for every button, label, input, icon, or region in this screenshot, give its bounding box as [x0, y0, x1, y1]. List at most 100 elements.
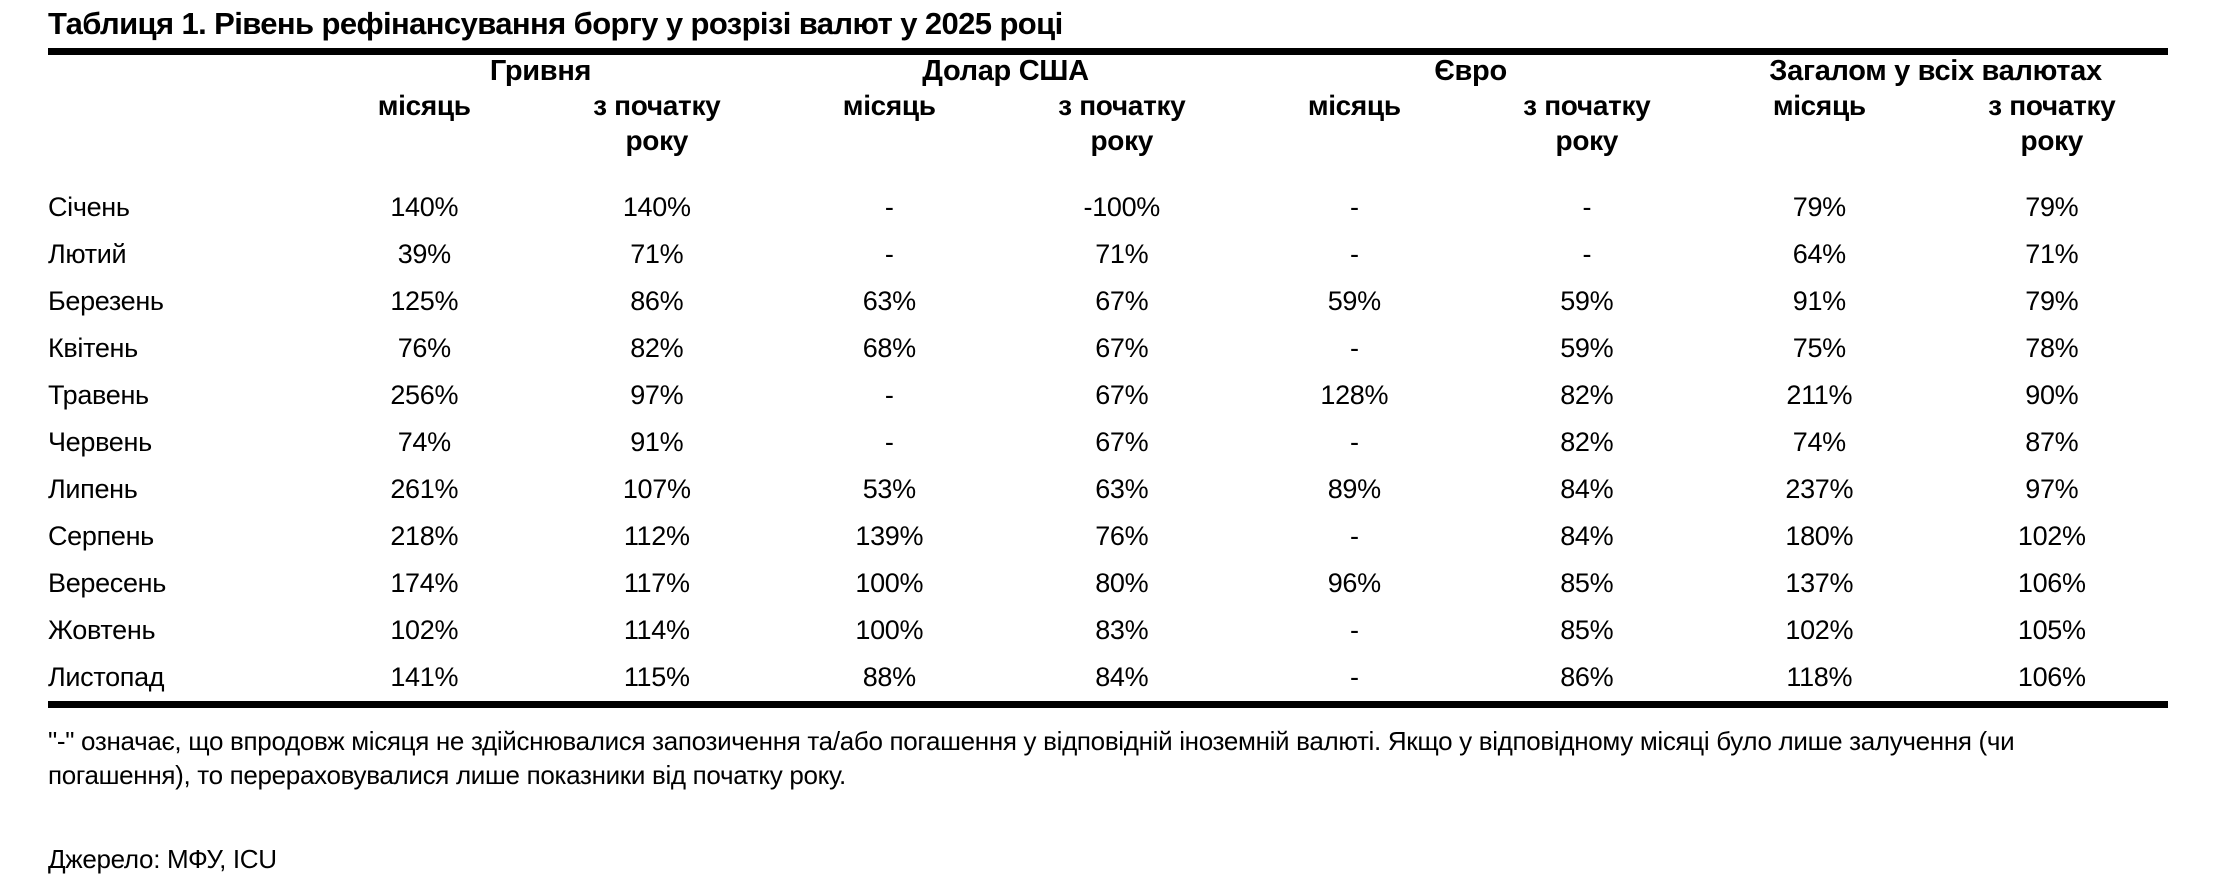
value-cell: - — [1349, 333, 1359, 363]
value-cell: 78% — [2025, 333, 2079, 363]
value-cell: -100% — [1083, 192, 1161, 222]
value-cell: 237% — [1785, 474, 1854, 504]
subheader-hryvnia-month: місяць — [377, 90, 471, 121]
month-cell: Лютий — [48, 239, 127, 269]
group-header-hryvnia: Гривня — [489, 55, 592, 87]
value-cell: 39% — [397, 239, 451, 269]
footnote: "-" означає, що впродовж місяця не здійс… — [48, 726, 2015, 790]
value-cell: 79% — [1792, 192, 1846, 222]
value-cell: 63% — [862, 286, 916, 316]
value-cell: 68% — [862, 333, 916, 363]
value-cell: 53% — [862, 474, 916, 504]
value-cell: 100% — [855, 568, 924, 598]
table-row: Березень 125% 86% 63% 67% 59% 59% 91% 79% — [48, 278, 2168, 325]
value-cell: 59% — [1560, 333, 1614, 363]
value-cell: - — [884, 427, 894, 457]
subheader-usd-month: місяць — [842, 90, 936, 121]
value-cell: 107% — [622, 474, 691, 504]
value-cell: - — [884, 192, 894, 222]
value-cell: 59% — [1560, 286, 1614, 316]
value-cell: 118% — [1786, 662, 1853, 692]
value-cell: 115% — [623, 662, 690, 692]
value-cell: 141% — [390, 662, 459, 692]
value-cell: 114% — [623, 615, 690, 645]
subheader-hryvnia-ytd: з початку року — [593, 90, 721, 156]
page-title: Таблиця 1. Рівень рефінансування боргу у… — [48, 6, 1063, 41]
value-cell: 102% — [2017, 521, 2086, 551]
value-cell: 84% — [1095, 662, 1149, 692]
value-cell: 140% — [390, 192, 459, 222]
table-row: Жовтень 102% 114% 100% 83% - 85% 102% 105% — [48, 607, 2168, 654]
table-row: Вересень 174% 117% 100% 80% 96% 85% 137% 106% — [48, 560, 2168, 607]
value-cell: 97% — [630, 380, 684, 410]
value-cell: 59% — [1327, 286, 1381, 316]
subheader-euro-ytd: з початку року — [1523, 90, 1651, 156]
value-cell: 64% — [1792, 239, 1846, 269]
value-cell: - — [1582, 192, 1592, 222]
table-row: Червень 74% 91% - 67% - 82% 74% 87% — [48, 419, 2168, 466]
value-cell: 85% — [1560, 568, 1614, 598]
value-cell: 211% — [1786, 380, 1853, 410]
table-row: Травень 256% 97% - 67% 128% 82% 211% 90% — [48, 372, 2168, 419]
value-cell: 140% — [622, 192, 691, 222]
subheader-total-month: місяць — [1772, 90, 1866, 121]
table-row: Квітень 76% 82% 68% 67% - 59% 75% 78% — [48, 325, 2168, 372]
value-cell: - — [1349, 615, 1359, 645]
value-cell: 85% — [1560, 615, 1614, 645]
value-cell: 79% — [2025, 286, 2079, 316]
value-cell: 86% — [630, 286, 684, 316]
value-cell: 74% — [397, 427, 451, 457]
value-cell: 89% — [1327, 474, 1381, 504]
table-row: Серпень 218% 112% 139% 76% - 84% 180% 102% — [48, 513, 2168, 560]
value-cell: - — [1349, 192, 1359, 222]
subheader-euro-month: місяць — [1307, 90, 1401, 121]
table-row: Лютий 39% 71% - 71% - - 64% 71% — [48, 231, 2168, 278]
value-cell: 83% — [1095, 615, 1149, 645]
sub-header-row: місяць з початку року місяць з початку р… — [48, 88, 2168, 184]
table-row: Січень 140% 140% - -100% - - 79% 79% — [48, 184, 2168, 231]
value-cell: 128% — [1320, 380, 1389, 410]
value-cell: - — [1582, 239, 1592, 269]
value-cell: 71% — [630, 239, 684, 269]
value-cell: 100% — [855, 615, 924, 645]
month-cell: Березень — [48, 286, 164, 316]
value-cell: 80% — [1095, 568, 1149, 598]
value-cell: 86% — [1560, 662, 1614, 692]
value-cell: 67% — [1095, 286, 1149, 316]
value-cell: - — [1349, 239, 1359, 269]
month-cell: Серпень — [48, 521, 154, 551]
value-cell: 84% — [1560, 474, 1614, 504]
group-header-total: Загалом у всіх валютах — [1769, 55, 2102, 87]
value-cell: 87% — [2025, 427, 2079, 457]
month-cell: Травень — [48, 380, 149, 410]
value-cell: 74% — [1792, 427, 1846, 457]
value-cell: 67% — [1095, 427, 1149, 457]
value-cell: 218% — [390, 521, 459, 551]
value-cell: 76% — [397, 333, 451, 363]
corner-cell — [48, 52, 308, 89]
table-row: Липень 261% 107% 53% 63% 89% 84% 237% 97% — [48, 466, 2168, 513]
value-cell: 84% — [1560, 521, 1614, 551]
value-cell: 105% — [2017, 615, 2086, 645]
subheader-total-ytd: з початку року — [1988, 90, 2116, 156]
value-cell: 91% — [1792, 286, 1846, 316]
value-cell: 180% — [1785, 521, 1854, 551]
value-cell: 97% — [2025, 474, 2079, 504]
value-cell: - — [1349, 521, 1359, 551]
month-cell: Червень — [48, 427, 152, 457]
value-cell: - — [884, 380, 894, 410]
value-cell: 102% — [1785, 615, 1854, 645]
refinancing-table: Гривня Долар США Євро Загалом у всіх вал… — [48, 48, 2169, 708]
value-cell: 112% — [623, 521, 690, 551]
value-cell: 67% — [1095, 380, 1149, 410]
value-cell: - — [1349, 662, 1359, 692]
group-header-euro: Євро — [1434, 55, 1507, 87]
month-cell: Квітень — [48, 333, 138, 363]
month-cell: Січень — [48, 192, 130, 222]
value-cell: 256% — [390, 380, 459, 410]
value-cell: 79% — [2025, 192, 2079, 222]
value-cell: 137% — [1785, 568, 1854, 598]
table-row: Листопад 141% 115% 88% 84% - 86% 118% 106% — [48, 654, 2168, 705]
value-cell: 76% — [1095, 521, 1149, 551]
